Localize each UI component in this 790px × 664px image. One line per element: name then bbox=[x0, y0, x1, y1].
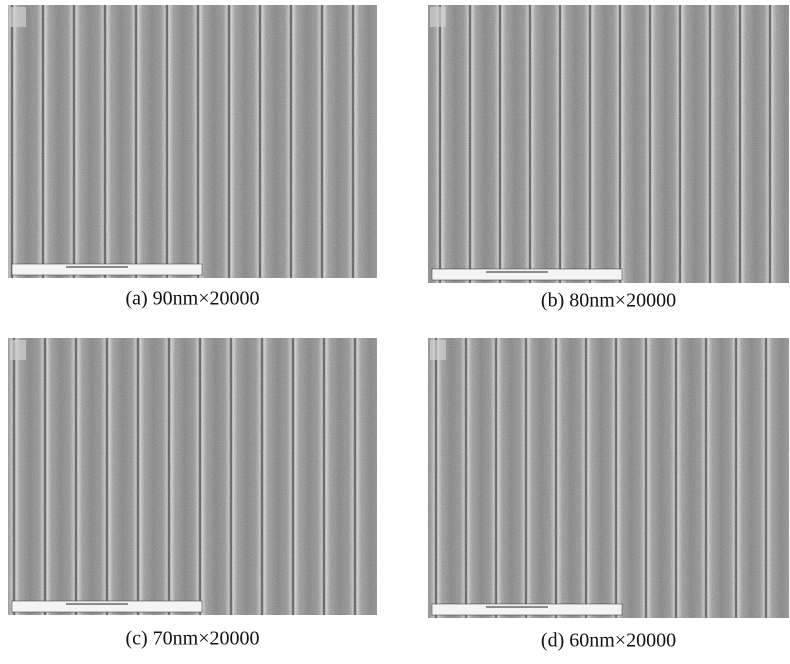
info-box bbox=[10, 340, 26, 360]
sem-noise bbox=[8, 5, 377, 278]
page: (a) 90nm×20000 (b) 80nm×20000 (c) 70nm×200… bbox=[0, 0, 790, 659]
sem-panel: (b) 80nm×20000 bbox=[428, 5, 789, 312]
sem-panel: (c) 70nm×20000 bbox=[8, 338, 377, 650]
sem-noise bbox=[428, 5, 789, 283]
sem-panel: (d) 60nm×20000 bbox=[428, 338, 789, 652]
scale-bar-box bbox=[432, 604, 622, 615]
caption: (c) 70nm×20000 bbox=[125, 628, 259, 650]
scale-bar-box bbox=[12, 264, 202, 275]
sem-panel: (a) 90nm×20000 bbox=[8, 5, 377, 310]
info-box bbox=[430, 340, 446, 360]
scale-bar-box bbox=[12, 601, 202, 612]
caption: (a) 90nm×20000 bbox=[125, 288, 259, 310]
info-box bbox=[10, 7, 26, 27]
sem-noise bbox=[428, 338, 789, 618]
caption: (d) 60nm×20000 bbox=[541, 630, 676, 652]
info-box bbox=[430, 7, 446, 27]
sem-noise bbox=[8, 338, 377, 615]
figure: (a) 90nm×20000 (b) 80nm×20000 (c) 70nm×200… bbox=[0, 0, 790, 659]
caption: (b) 80nm×20000 bbox=[541, 290, 676, 312]
scale-bar-box bbox=[432, 269, 622, 280]
